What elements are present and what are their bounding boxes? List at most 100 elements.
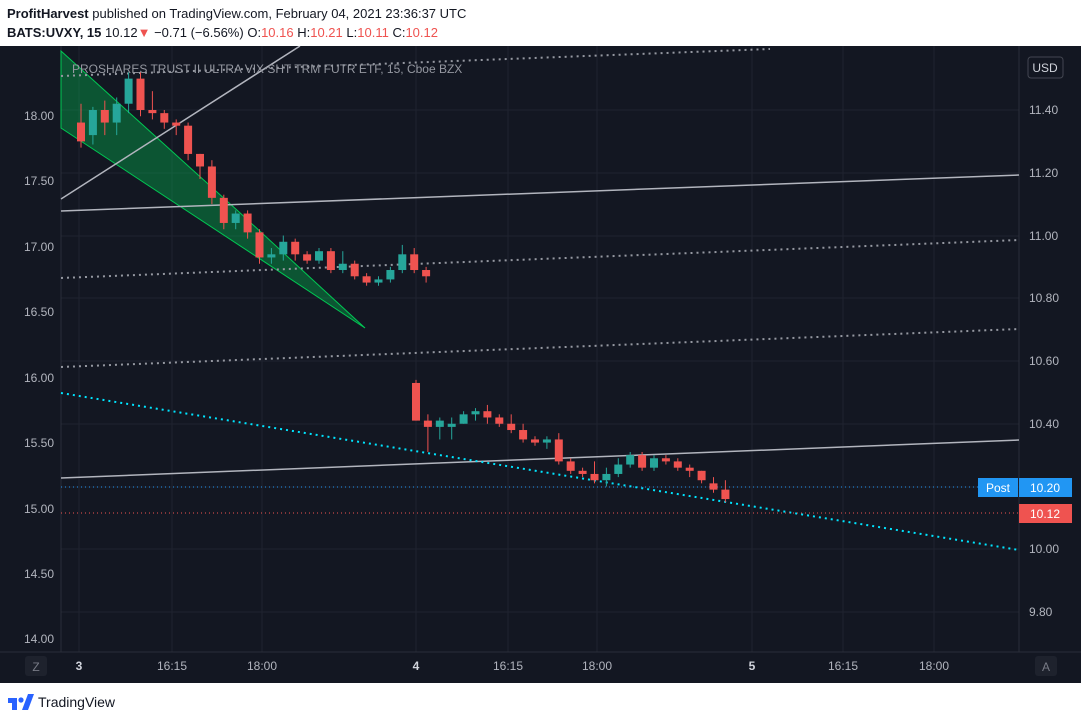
candle-up (435, 420, 444, 427)
candle-up (231, 213, 240, 223)
last-price-value: 10.12 (1030, 507, 1060, 521)
post-price-value: 10.20 (1030, 481, 1060, 495)
candle-up (471, 411, 480, 415)
candle-down (148, 110, 157, 114)
high-label: H: (297, 25, 311, 40)
candle-down (519, 430, 528, 440)
candle-down (495, 417, 504, 424)
candle-down (483, 411, 492, 418)
candle-down (531, 439, 539, 443)
dotted-channel-low[interactable] (60, 328, 1020, 368)
last-value: 10.12 (105, 25, 138, 40)
candle-up (315, 251, 323, 261)
candle-up (279, 241, 288, 255)
time-axis-tick: 16:15 (157, 659, 187, 673)
candle-up (447, 423, 456, 427)
candle-down (326, 251, 335, 271)
auto-scale-button[interactable]: A (1035, 656, 1057, 676)
candle-up (374, 279, 383, 283)
currency-label: USD (1032, 61, 1058, 75)
left-axis-tick: 14.00 (24, 632, 54, 646)
candle-up (338, 263, 347, 271)
time-axis-tick: 3 (76, 659, 83, 673)
candle-down (507, 423, 516, 431)
zoom-icon: Z (32, 660, 39, 674)
right-axis-tick: 11.00 (1029, 229, 1058, 243)
left-axis-tick: 17.00 (24, 240, 54, 254)
symbol-name[interactable]: BATS:UVXY, 15 (7, 25, 102, 40)
candle-down (423, 420, 432, 427)
publish-line: ProfitHarvest published on TradingView.c… (7, 6, 466, 21)
candle-up (542, 439, 551, 443)
low-label: L: (346, 25, 358, 40)
candle-down (721, 489, 730, 500)
candle-down (697, 470, 706, 481)
candle-up (626, 455, 635, 465)
right-axis-tick: 10.00 (1029, 542, 1059, 556)
time-axis-tick: 4 (413, 659, 420, 673)
candle-down (685, 467, 694, 471)
author-name[interactable]: ProfitHarvest (7, 6, 89, 21)
time-axis-tick: 18:00 (919, 659, 949, 673)
time-axis-tick: 16:15 (493, 659, 523, 673)
candle-down (303, 254, 312, 261)
candle-down (412, 382, 420, 421)
left-axis-tick: 16.50 (24, 305, 54, 319)
time-axis-tick: 18:00 (247, 659, 277, 673)
currency-button[interactable]: USD (1027, 56, 1064, 79)
candle-down (219, 197, 228, 223)
time-axis-tick: 18:00 (582, 659, 612, 673)
candle-down (184, 125, 193, 154)
candle-up (459, 414, 468, 424)
candle-down (136, 78, 145, 110)
right-axis-tick: 11.20 (1029, 166, 1058, 180)
symbol-line: BATS:UVXY, 15 10.12▼ −0.71 (−6.56%) O:10… (7, 25, 438, 40)
tradingview-footer: TradingView (0, 683, 1081, 723)
support-line[interactable] (60, 439, 1020, 479)
candles[interactable] (77, 72, 730, 503)
right-axis-tick: 11.40 (1029, 103, 1058, 117)
candle-down (410, 254, 419, 271)
candle-up (267, 254, 276, 258)
candle-down (291, 241, 300, 255)
change-value: −0.71 (−6.56%) (154, 25, 244, 40)
price-chart[interactable]: PROSHARES TRUST II ULTRA VIX SHT TRM FUT… (0, 46, 1081, 683)
candle-down (590, 473, 599, 481)
candle-up (602, 473, 611, 481)
candle-down (160, 113, 169, 123)
left-axis-tick: 15.00 (24, 502, 54, 516)
candle-down (207, 166, 216, 198)
right-axis-tick: 10.80 (1029, 291, 1059, 305)
left-axis-tick: 18.00 (24, 109, 54, 123)
left-axis-tick: 14.50 (24, 567, 54, 581)
tradingview-logo-icon[interactable] (8, 694, 34, 710)
close-value: 10.12 (405, 25, 438, 40)
high-value: 10.21 (310, 25, 343, 40)
candle-up (398, 254, 407, 271)
candle-down (255, 232, 264, 258)
candle-down (638, 455, 647, 468)
candle-up (650, 458, 658, 468)
tradingview-brand[interactable]: TradingView (38, 694, 116, 710)
low-value: 10.11 (357, 25, 389, 40)
candle-down (196, 153, 204, 167)
dotted-channel-top[interactable] (60, 48, 771, 77)
candle-down (554, 439, 563, 462)
right-axis-tick: 9.80 (1029, 605, 1053, 619)
candle-down (100, 110, 109, 123)
time-axis-tick: 5 (749, 659, 756, 673)
publish-header: ProfitHarvest published on TradingView.c… (0, 0, 1081, 46)
time-axis-tick: 16:15 (828, 659, 858, 673)
zoom-button[interactable]: Z (25, 656, 47, 676)
rising-trendline[interactable] (60, 46, 301, 200)
time-axis[interactable]: 3 16:15 18:00 4 16:15 18:00 5 16:15 18:00 (76, 659, 950, 673)
candle-down (709, 483, 718, 490)
dotted-channel-mid[interactable] (60, 239, 1020, 279)
candle-up (124, 78, 133, 104)
right-axis-tick: 10.40 (1029, 417, 1059, 431)
left-axis-tick: 16.00 (24, 371, 54, 385)
candle-down (661, 458, 670, 462)
left-price-axis[interactable]: 18.00 17.50 17.00 16.50 16.00 15.50 15.00 14.50… (24, 109, 54, 646)
candle-up (88, 110, 97, 136)
right-axis-tick: 10.60 (1029, 354, 1059, 368)
